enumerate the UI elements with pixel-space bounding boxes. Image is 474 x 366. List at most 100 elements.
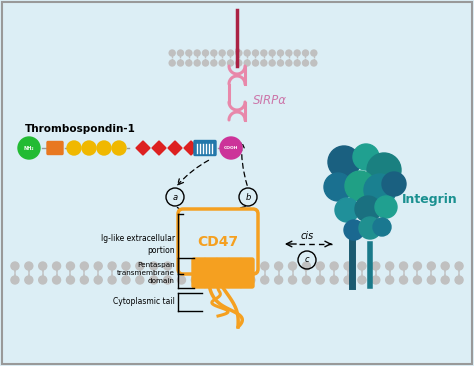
Circle shape (274, 276, 283, 284)
Circle shape (136, 276, 144, 284)
Circle shape (194, 60, 200, 66)
Text: Ig-like extracellular
portion: Ig-like extracellular portion (101, 234, 175, 255)
Circle shape (253, 60, 258, 66)
Circle shape (261, 60, 267, 66)
Circle shape (236, 50, 242, 56)
Circle shape (150, 262, 158, 270)
Circle shape (277, 50, 283, 56)
Polygon shape (136, 141, 150, 155)
Circle shape (386, 276, 394, 284)
Circle shape (328, 146, 360, 178)
Circle shape (39, 276, 47, 284)
Circle shape (427, 276, 435, 284)
Circle shape (53, 262, 61, 270)
Circle shape (220, 137, 242, 159)
Circle shape (233, 262, 241, 270)
Circle shape (375, 196, 397, 218)
Circle shape (311, 50, 317, 56)
Circle shape (108, 262, 116, 270)
FancyBboxPatch shape (240, 258, 254, 288)
Circle shape (269, 50, 275, 56)
Circle shape (219, 50, 225, 56)
FancyBboxPatch shape (178, 209, 258, 274)
Circle shape (205, 262, 213, 270)
Circle shape (219, 60, 225, 66)
Circle shape (39, 262, 47, 270)
Circle shape (219, 262, 227, 270)
Circle shape (286, 60, 292, 66)
FancyBboxPatch shape (47, 142, 63, 154)
Circle shape (211, 60, 217, 66)
Circle shape (302, 262, 310, 270)
Circle shape (359, 217, 381, 239)
Circle shape (244, 60, 250, 66)
Circle shape (302, 60, 309, 66)
Circle shape (335, 198, 359, 222)
Text: a: a (173, 193, 178, 202)
Text: b: b (246, 193, 251, 202)
Text: COOH: COOH (224, 146, 238, 150)
Circle shape (66, 276, 74, 284)
Circle shape (353, 144, 379, 170)
Circle shape (177, 276, 185, 284)
Circle shape (269, 60, 275, 66)
FancyBboxPatch shape (194, 141, 216, 156)
Circle shape (11, 276, 19, 284)
Circle shape (169, 60, 175, 66)
Text: SIRPα: SIRPα (253, 93, 287, 107)
Circle shape (191, 276, 200, 284)
Circle shape (277, 60, 283, 66)
Circle shape (53, 276, 61, 284)
Circle shape (202, 60, 209, 66)
Circle shape (244, 50, 250, 56)
Circle shape (247, 276, 255, 284)
Circle shape (80, 262, 88, 270)
Circle shape (228, 50, 234, 56)
Circle shape (228, 60, 234, 66)
Circle shape (82, 141, 96, 155)
Circle shape (261, 50, 267, 56)
Circle shape (413, 262, 421, 270)
Text: cis: cis (301, 231, 314, 241)
Polygon shape (152, 141, 166, 155)
Circle shape (294, 50, 300, 56)
Circle shape (236, 60, 242, 66)
Circle shape (427, 262, 435, 270)
Text: CD47: CD47 (198, 235, 238, 249)
Circle shape (94, 262, 102, 270)
Circle shape (324, 173, 352, 201)
Circle shape (372, 276, 380, 284)
Circle shape (186, 50, 192, 56)
Circle shape (316, 276, 324, 284)
Circle shape (382, 172, 406, 196)
Circle shape (358, 276, 366, 284)
Circle shape (344, 262, 352, 270)
Circle shape (302, 50, 309, 56)
Circle shape (400, 276, 408, 284)
Circle shape (67, 141, 81, 155)
Polygon shape (184, 141, 198, 155)
FancyBboxPatch shape (192, 258, 206, 288)
Circle shape (25, 276, 33, 284)
Polygon shape (168, 141, 182, 155)
Circle shape (344, 220, 364, 240)
FancyBboxPatch shape (204, 258, 218, 288)
Circle shape (233, 276, 241, 284)
Circle shape (164, 262, 172, 270)
Circle shape (289, 276, 297, 284)
Circle shape (455, 276, 463, 284)
FancyBboxPatch shape (216, 258, 230, 288)
Circle shape (316, 262, 324, 270)
Circle shape (97, 141, 111, 155)
Circle shape (80, 276, 88, 284)
Circle shape (11, 262, 19, 270)
Text: Cytoplasmic tail: Cytoplasmic tail (113, 298, 175, 306)
Circle shape (177, 60, 183, 66)
Circle shape (372, 262, 380, 270)
Circle shape (455, 262, 463, 270)
Circle shape (373, 218, 391, 236)
Circle shape (94, 276, 102, 284)
Circle shape (122, 276, 130, 284)
Circle shape (112, 141, 126, 155)
Circle shape (355, 196, 381, 222)
